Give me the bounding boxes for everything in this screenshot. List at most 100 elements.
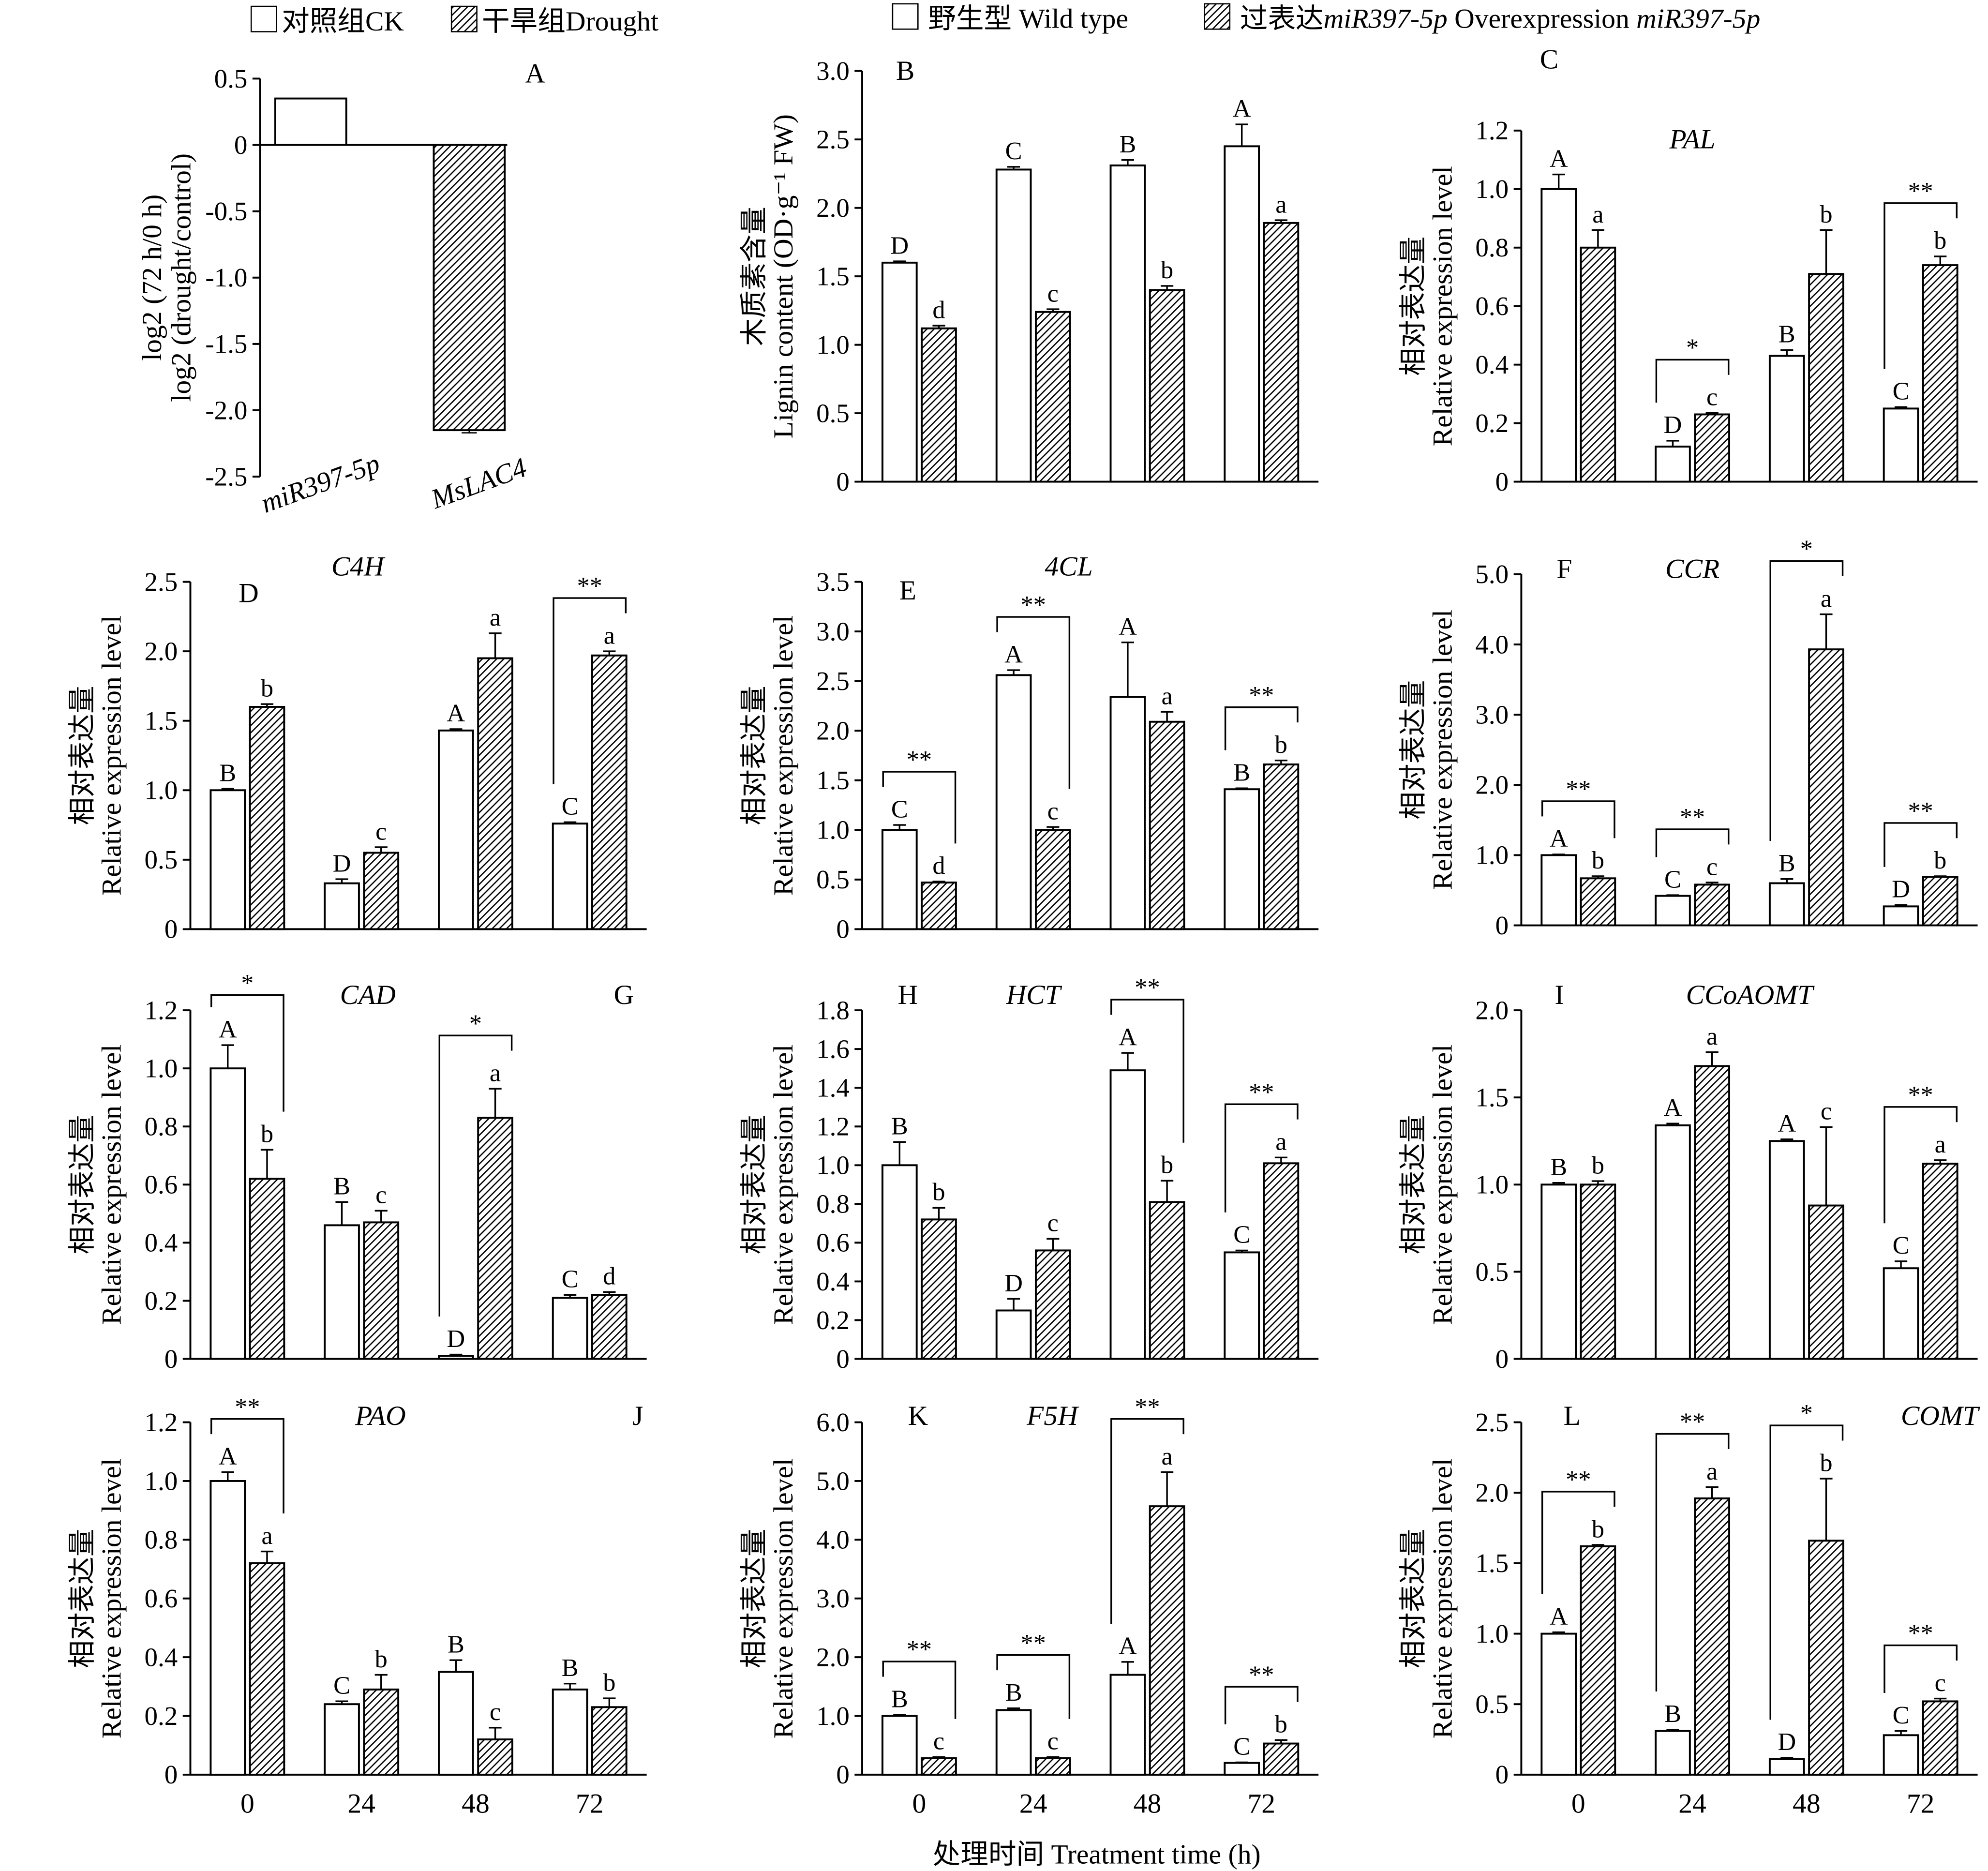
legend-label-ck: 对照组CK: [282, 6, 404, 37]
y-tick-label: 1.0: [1475, 1619, 1509, 1648]
significance-stars: *: [1800, 535, 1813, 563]
y-tick-label: 0: [836, 1760, 850, 1789]
y-tick-label: 0.5: [1475, 1257, 1509, 1287]
y-tick-label: 4.0: [1475, 629, 1509, 659]
gene-title: COMT: [1901, 1401, 1980, 1431]
bar-wild-type: [995, 1309, 1032, 1360]
y-tick-label: 0.8: [145, 1525, 178, 1555]
y-tick-label: 1.0: [1475, 174, 1509, 204]
significance-letter: a: [1592, 200, 1603, 228]
y-tick-label: 0.2: [145, 1701, 178, 1731]
y-axis-label-cn: log2 (72 h/0 h): [137, 195, 167, 361]
bar-wild-type: [1540, 854, 1577, 927]
y-tick-label: 0: [234, 130, 248, 160]
significance-letter: c: [1935, 1669, 1946, 1697]
legend-label-overexpression: 过表达miR397-5p Overexpression miR397-5p: [1240, 4, 1761, 34]
significance-letter: a: [1275, 190, 1286, 218]
significance-letter: b: [1275, 1710, 1287, 1738]
significance-bracket: [1110, 999, 1184, 1143]
y-tick-label: 1.0: [816, 1701, 850, 1731]
significance-letter: B: [219, 759, 236, 787]
significance-bracket: [210, 994, 284, 1112]
y-tick-label: 0: [836, 914, 850, 944]
bar-wild-type: [209, 1480, 246, 1776]
bar-overexpression: [1034, 311, 1071, 483]
y-tick-label: 0.4: [1475, 350, 1509, 379]
bar-wild-type: [1883, 1734, 1919, 1776]
y-tick-label: 1.2: [1475, 116, 1509, 145]
y-tick-label: -2.0: [205, 395, 247, 425]
significance-stars: **: [1249, 1661, 1274, 1689]
significance-stars: **: [1021, 591, 1046, 619]
bar-overexpression: [1149, 720, 1185, 930]
bar-wild-type: [438, 1671, 474, 1776]
significance-stars: *: [1800, 1399, 1813, 1427]
significance-letter: c: [1706, 383, 1718, 411]
y-tick-label: 1.5: [816, 765, 850, 795]
significance-bracket: [1769, 1424, 1844, 1720]
gene-title: F5H: [1026, 1401, 1079, 1431]
bar-overexpression: [1694, 1497, 1731, 1776]
bar-wild-type: [1655, 1124, 1691, 1360]
bar-wild-type: [1109, 696, 1146, 930]
significance-letter: B: [1119, 130, 1136, 158]
y-tick-label: 2.5: [145, 567, 178, 597]
bar-wild-type: [324, 882, 360, 930]
significance-letter: a: [1935, 1130, 1946, 1158]
bar-wild-type: [1540, 1183, 1577, 1360]
significance-letter: a: [604, 621, 615, 649]
x-tick-label: 24: [347, 1788, 375, 1819]
y-axis-label-cn: 相对表达量: [67, 1115, 98, 1254]
significance-letter: b: [375, 1645, 388, 1673]
y-tick-label: 2.5: [1475, 1407, 1509, 1437]
significance-letter: A: [1550, 145, 1568, 173]
y-axis-label: Relative expression level: [768, 1458, 799, 1738]
significance-letter: A: [219, 1015, 237, 1043]
y-axis-label: Relative expression level: [1427, 166, 1458, 446]
bar-overexpression: [1580, 1545, 1616, 1776]
significance-letter: b: [1592, 846, 1604, 874]
y-tick-label: 0: [1495, 467, 1509, 496]
y-tick-label: 2.0: [816, 1642, 850, 1672]
bar-overexpression: [249, 706, 285, 930]
bar-wild-type: [324, 1703, 360, 1776]
bar-overexpression: [921, 882, 957, 930]
x-axis-label: 处理时间 Treatment time (h): [933, 1839, 1261, 1870]
significance-letter: c: [375, 817, 387, 845]
y-tick-label: 0: [1495, 911, 1509, 940]
significance-stars: **: [1135, 973, 1160, 1002]
significance-bracket: [1883, 202, 1958, 369]
bar-wild-type: [552, 1297, 588, 1360]
significance-letter: D: [333, 849, 351, 877]
y-axis-label: Relative expression level: [768, 615, 799, 896]
y-tick-label: 1.0: [816, 330, 850, 359]
legend-genotype: 野生型 Wild type 过表达miR397-5p Overexpressio…: [892, 3, 1761, 34]
significance-stars: **: [1249, 1078, 1274, 1106]
significance-stars: *: [241, 969, 254, 997]
significance-letter: b: [261, 674, 273, 703]
bar-wild-type: [552, 823, 588, 930]
bar-wild-type: [1883, 407, 1919, 483]
bar-overexpression: [1580, 1183, 1616, 1360]
bar-wild-type: [209, 1067, 246, 1360]
significance-letter: c: [375, 1181, 387, 1209]
x-tick-label: MsLAC4: [427, 452, 531, 515]
bar-wild-type: [995, 168, 1032, 483]
gene-title: PAO: [355, 1401, 406, 1431]
y-tick-label: 4.0: [816, 1525, 850, 1555]
significance-stars: **: [1908, 1619, 1933, 1647]
significance-stars: **: [907, 746, 932, 774]
significance-letter: B: [891, 1685, 908, 1713]
y-tick-label: 1.6: [816, 1034, 850, 1063]
significance-bracket: [1541, 800, 1615, 838]
y-tick-label: 0.2: [816, 1305, 850, 1335]
significance-bracket: [996, 616, 1071, 789]
bar-wild-type: [881, 1715, 918, 1776]
y-tick-label: 0.6: [1475, 291, 1509, 321]
significance-letter: c: [1047, 1209, 1059, 1237]
bar-mslac4: [433, 144, 506, 432]
y-tick-label: 0.5: [214, 64, 248, 93]
